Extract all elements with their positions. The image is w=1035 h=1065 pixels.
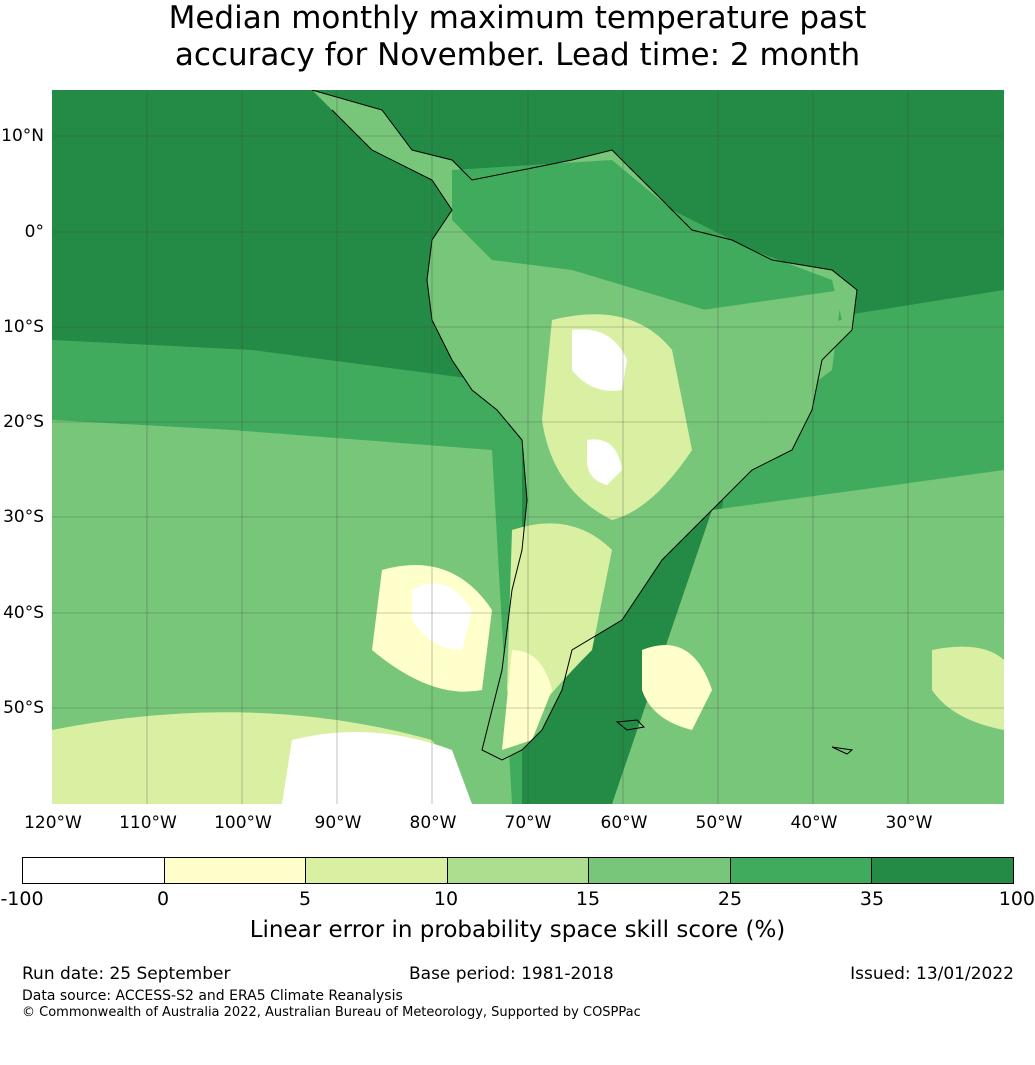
data-source: Data source: ACCESS-S2 and ERA5 Climate …: [22, 988, 403, 1004]
land-white-core-2: [587, 439, 622, 485]
colorbar-label: Linear error in probability space skill …: [249, 917, 786, 943]
copyright: © Commonwealth of Australia 2022, Austra…: [22, 1005, 641, 1020]
land-white-core: [572, 329, 627, 391]
colorbar: [22, 857, 1014, 884]
patch-south-3: [412, 583, 472, 650]
lat-label-10s: 10°S: [3, 317, 44, 337]
lat-label-0: 0°: [24, 222, 44, 242]
land-north-mid: [452, 160, 842, 330]
lon-label-90w: 90°W: [314, 813, 362, 833]
patch-atl-2: [932, 646, 1004, 730]
colorbar-tick-100: 100: [998, 888, 1035, 910]
land-east-mid: [702, 290, 842, 430]
lon-label-110w: 110°W: [119, 813, 177, 833]
colorbar-seg-0: [23, 858, 165, 883]
colorbar-tick-35: 35: [859, 888, 885, 910]
patch-south-4: [282, 732, 472, 804]
colorbar-seg-1: [164, 858, 307, 883]
colorbar-seg-3: [447, 858, 590, 883]
colorbar-seg-2: [306, 858, 448, 883]
lat-label-30s: 30°S: [3, 507, 44, 527]
colorbar-tick-25: 25: [717, 888, 743, 910]
lat-label-40s: 40°S: [3, 603, 44, 623]
title-line-2: accuracy for November. Lead time: 2 mont…: [174, 37, 861, 73]
colorbar-seg-6: [872, 858, 1014, 883]
colorbar-seg-4: [589, 858, 731, 883]
patch-atl-1: [642, 645, 712, 730]
lat-label-10n: 10°N: [1, 126, 44, 146]
issued-date: Issued: 13/01/2022: [850, 964, 1014, 984]
colorbar-seg-5: [730, 858, 873, 883]
coastline: [311, 90, 858, 761]
chart-title: Median monthly maximum temperature past …: [0, 0, 1035, 74]
colorbar-tick-minus100: -100: [0, 888, 44, 910]
graticule: [52, 90, 1004, 804]
atlantic-light: [612, 470, 1004, 804]
lon-label-30w: 30°W: [885, 813, 933, 833]
lon-label-60w: 60°W: [600, 813, 648, 833]
map-canvas: [52, 90, 1004, 804]
lon-label-40w: 40°W: [790, 813, 838, 833]
skill-score-map[interactable]: [52, 90, 1004, 804]
colorbar-tick-10: 10: [433, 888, 459, 910]
colorbar-tick-15: 15: [575, 888, 601, 910]
title-line-1: Median monthly maximum temperature past: [168, 0, 867, 36]
lon-label-80w: 80°W: [409, 813, 457, 833]
land-patagonia-pale: [502, 650, 552, 750]
run-date: Run date: 25 September: [22, 964, 231, 984]
colorbar-tick-5: 5: [298, 888, 312, 910]
lat-label-20s: 20°S: [3, 412, 44, 432]
colorbar-tick-0: 0: [156, 888, 170, 910]
lon-label-100w: 100°W: [214, 813, 272, 833]
falkland-islands: [615, 719, 646, 731]
lon-label-120w: 120°W: [24, 813, 82, 833]
south-georgia: [831, 746, 854, 755]
base-period: Base period: 1981-2018: [409, 964, 614, 984]
lon-label-70w: 70°W: [504, 813, 552, 833]
lon-label-50w: 50°W: [695, 813, 743, 833]
lat-label-50s: 50°S: [3, 698, 44, 718]
